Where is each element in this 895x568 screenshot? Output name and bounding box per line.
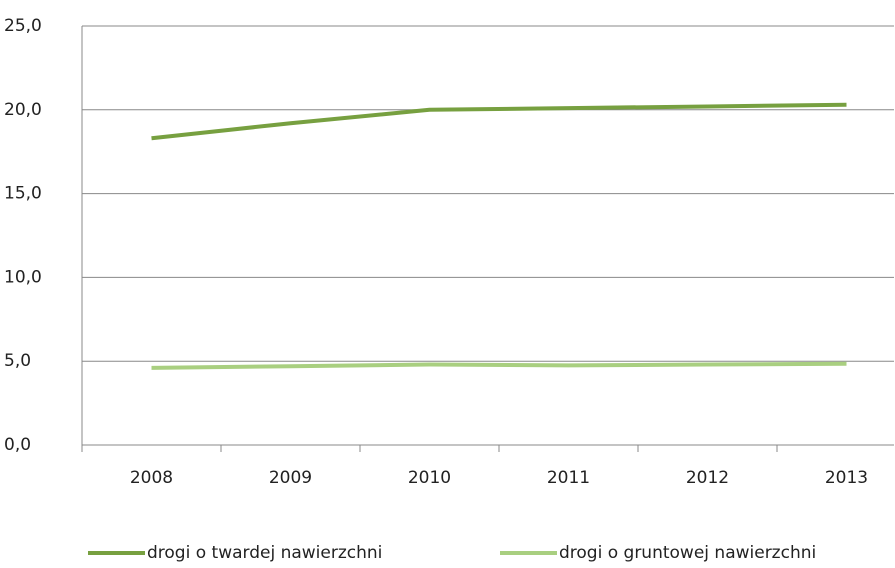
line-series — [151, 102, 847, 141]
legend-label: drogi o gruntowej nawierzchni — [559, 543, 816, 563]
x-tick-label: 2011 — [547, 468, 590, 488]
y-tick-label: 20,0 — [4, 100, 42, 120]
x-tick-label: 2010 — [408, 468, 451, 488]
legend-label: drogi o twardej nawierzchni — [147, 543, 382, 563]
y-tick-label: 5,0 — [4, 351, 31, 371]
line-series — [151, 361, 847, 370]
y-tick-label: 15,0 — [4, 184, 42, 204]
x-tick-label: 2009 — [269, 468, 312, 488]
x-tick-label: 2013 — [825, 468, 868, 488]
y-tick-label: 0,0 — [4, 435, 31, 455]
y-tick-label: 25,0 — [4, 16, 42, 36]
x-tick-label: 2008 — [130, 468, 173, 488]
y-tick-label: 10,0 — [4, 267, 42, 287]
x-tick-label: 2012 — [686, 468, 729, 488]
